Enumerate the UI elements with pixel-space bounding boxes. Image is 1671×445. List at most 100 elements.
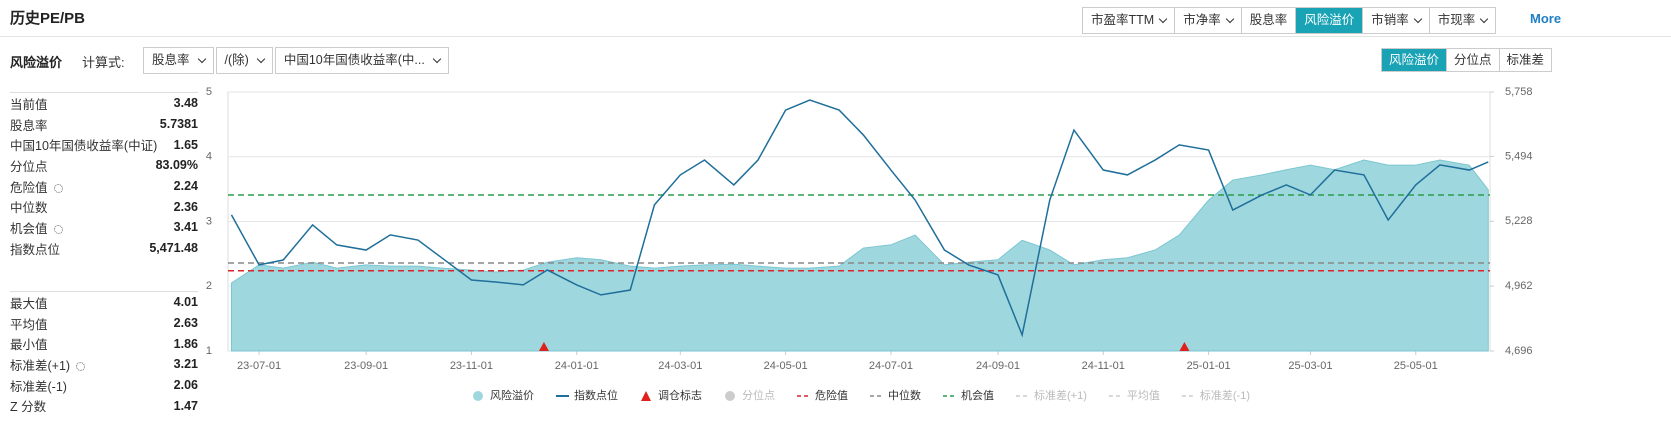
legend-symbol xyxy=(473,391,483,401)
stat-label: Z 分数 xyxy=(10,400,47,415)
x-tick-label: 25-05-01 xyxy=(1394,360,1438,372)
stat-value: 3.41 xyxy=(173,220,198,235)
formula-select[interactable]: 股息率 xyxy=(143,47,214,74)
view-button[interactable]: 标准差 xyxy=(1498,49,1552,71)
metric-tab[interactable]: 市销率 xyxy=(1362,8,1429,33)
stat-value: 4.01 xyxy=(173,295,198,310)
stat-value: 2.24 xyxy=(173,179,198,194)
view-button[interactable]: 风险溢价 xyxy=(1382,49,1447,71)
stat-label-wrap: 标准差(-1) xyxy=(10,376,67,395)
stat-label-wrap: 危险值 xyxy=(10,177,63,196)
legend-item[interactable]: 标准差(+1) xyxy=(1016,388,1087,402)
y-tick-label: 2 xyxy=(206,280,212,292)
metric-tab[interactable]: 股息率 xyxy=(1240,8,1296,33)
legend-label: 危险值 xyxy=(815,388,848,402)
stats-group: 当前值 3.48 股息率 5.7381 中国10年国债收益率(中证) 1.65 分位点 83.… xyxy=(10,92,198,259)
formula-selects: 股息率 /(除) 中国10年国债收益率(中... xyxy=(143,47,449,74)
stat-row: 最小值 1.86 xyxy=(10,333,198,354)
chevron xyxy=(256,54,266,63)
stat-label: 机会值 xyxy=(10,221,48,236)
stat-label: 最小值 xyxy=(10,338,48,353)
select-label: 中国10年国债收益率(中... xyxy=(283,53,425,67)
view-button[interactable]: 分位点 xyxy=(1446,49,1499,71)
x-tick-label: 24-05-01 xyxy=(764,360,808,372)
y-tick-label: 4 xyxy=(206,151,212,163)
legend-item[interactable]: 机会值 xyxy=(943,388,994,402)
settings-icon[interactable] xyxy=(53,225,63,235)
chevron xyxy=(1158,14,1168,23)
index-line xyxy=(230,99,1489,338)
metric-tabs: 市盈率TTM 市净率 股息率 风险溢价 市销率 市现率 xyxy=(1082,7,1497,34)
stat-label: 标准差(+1) xyxy=(10,358,71,373)
stat-row: 中位数 2.36 xyxy=(10,196,198,217)
legend-item[interactable]: 分位点 xyxy=(725,388,775,402)
stat-label-wrap: 中国10年国债收益率(中证) xyxy=(10,135,157,154)
stat-label: 当前值 xyxy=(10,97,48,112)
stat-value: 1.47 xyxy=(173,398,198,413)
legend-item[interactable]: 风险溢价 xyxy=(473,388,534,402)
y2-tick-label: 4,962 xyxy=(1505,280,1533,292)
legend-item[interactable]: 中位数 xyxy=(870,388,921,402)
x-tick-label: 23-09-01 xyxy=(344,360,388,372)
metric-tab[interactable]: 风险溢价 xyxy=(1295,8,1363,33)
toolbar-label: 风险溢价 xyxy=(10,55,63,70)
legend-item[interactable]: 平均值 xyxy=(1108,389,1160,402)
x-tick-label: 24-09-01 xyxy=(976,360,1020,372)
stat-label-wrap: Z 分数 xyxy=(10,396,46,415)
legend-label: 机会值 xyxy=(961,388,994,402)
select-label: 股息率 xyxy=(152,53,190,67)
stat-row: Z 分数 1.47 xyxy=(10,395,198,416)
rebalance-marker xyxy=(1179,342,1190,351)
stat-row: 股息率 5.7381 xyxy=(10,114,198,135)
chevron xyxy=(1413,14,1422,23)
stat-label-wrap: 股息率 xyxy=(10,115,48,134)
stat-value: 3.21 xyxy=(173,357,198,372)
stat-label-wrap: 平均值 xyxy=(10,314,48,333)
stat-label-wrap: 标准差(+1) xyxy=(10,355,86,374)
stat-value: 2.06 xyxy=(173,378,198,393)
legend-item[interactable]: 调仓标志 xyxy=(641,388,702,402)
stat-row: 危险值 2.24 xyxy=(10,176,198,197)
legend-label: 调仓标志 xyxy=(658,388,702,402)
x-tick-label: 25-03-01 xyxy=(1288,360,1332,372)
legend-item[interactable]: 标准差(-1) xyxy=(1181,388,1250,402)
stat-label: 危险值 xyxy=(10,180,48,195)
chevron xyxy=(197,54,206,63)
stat-label: 中位数 xyxy=(10,201,48,216)
tab-label: 市销率 xyxy=(1371,13,1409,27)
legend-label: 风险溢价 xyxy=(490,388,534,402)
legend-label: 分位点 xyxy=(742,388,775,402)
stat-row: 标准差(-1) 2.06 xyxy=(10,375,198,396)
stat-value: 2.63 xyxy=(173,316,198,331)
stat-value: 1.86 xyxy=(173,336,198,351)
formula-select[interactable]: 中国10年国债收益率(中... xyxy=(274,47,449,74)
stat-value: 5.7381 xyxy=(159,117,198,132)
x-tick-label: 23-07-01 xyxy=(237,360,281,372)
legend-item[interactable]: 指数点位 xyxy=(556,388,618,402)
select-label: /(除) xyxy=(224,53,249,67)
tab-label: 市盈率TTM xyxy=(1091,13,1155,27)
legend-symbol xyxy=(641,391,651,401)
more-link[interactable]: More xyxy=(1530,11,1562,26)
view-toggle: 风险溢价 分位点 标准差 xyxy=(1381,48,1553,72)
tab-label: 市净率 xyxy=(1183,13,1221,27)
x-tick-label: 24-03-01 xyxy=(658,360,702,372)
metric-tab[interactable]: 市盈率TTM xyxy=(1083,8,1174,33)
tab-label: 市现率 xyxy=(1437,13,1476,27)
metric-tab[interactable]: 市净率 xyxy=(1174,8,1241,33)
formula-select[interactable]: /(除) xyxy=(215,47,273,74)
y2-tick-label: 5,758 xyxy=(1505,86,1533,98)
chevron xyxy=(432,54,442,63)
legend-item[interactable]: 危险值 xyxy=(797,388,848,402)
metric-tab[interactable]: 市现率 xyxy=(1428,8,1496,33)
settings-icon[interactable] xyxy=(76,362,86,372)
stat-row: 标准差(+1) 3.21 xyxy=(10,354,198,375)
divider xyxy=(0,36,1671,37)
rebalance-marker xyxy=(538,342,549,351)
stat-value: 83.09% xyxy=(155,158,198,173)
stat-label-wrap: 分位点 xyxy=(10,156,48,175)
stat-value: 3.48 xyxy=(173,96,198,111)
settings-icon[interactable] xyxy=(53,183,63,193)
stat-label: 最大值 xyxy=(10,296,48,311)
